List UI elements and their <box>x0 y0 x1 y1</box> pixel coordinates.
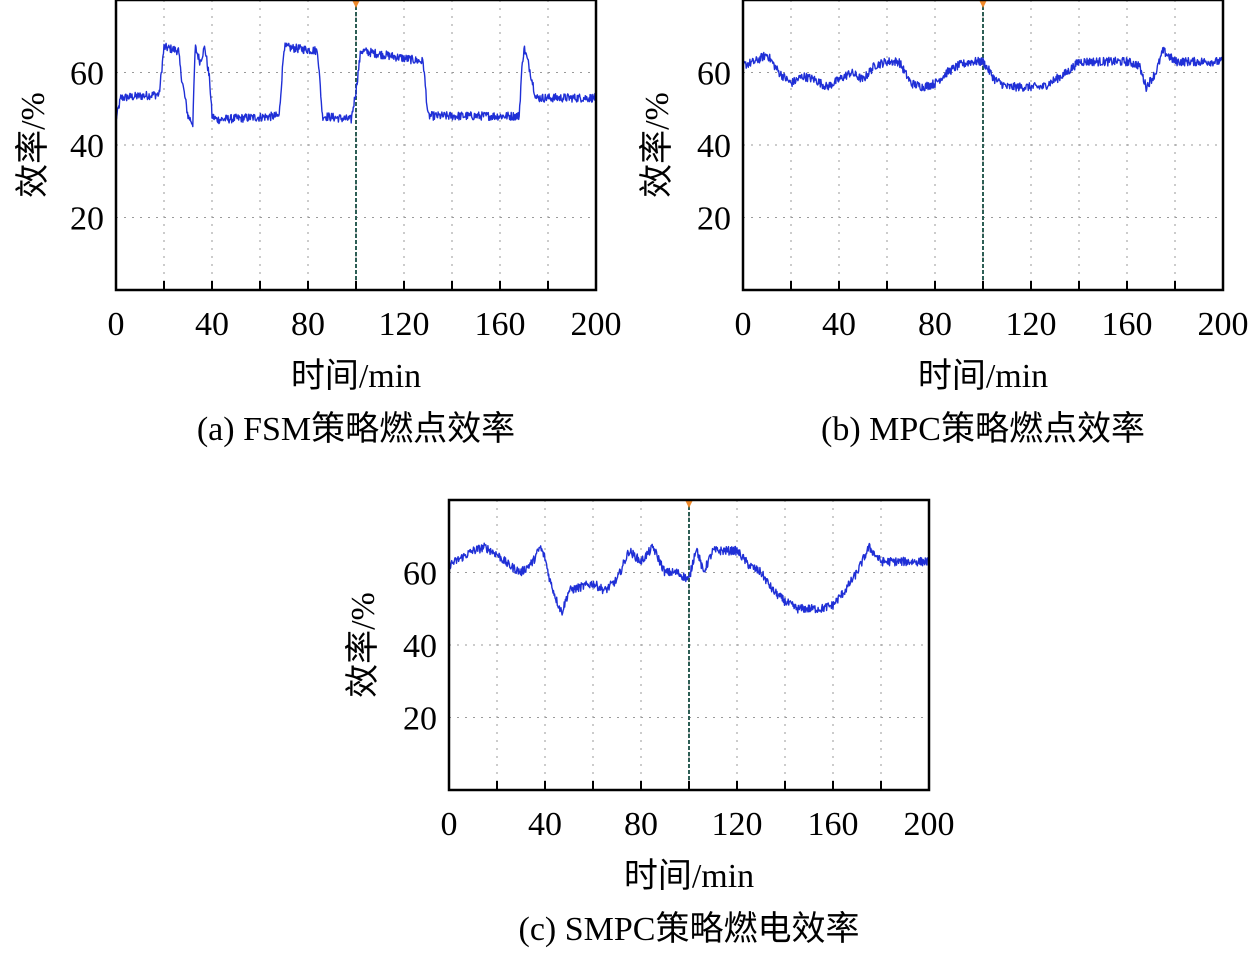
series-line <box>742 46 1224 93</box>
y-axis-title: 效率/% <box>638 92 676 198</box>
x-tick-label: 120 <box>1006 306 1057 343</box>
panel-a: 0 40 80 120 160 200 20 40 60 效率/% 时间/min (a) FSM… <box>14 0 622 448</box>
panel-caption: (c) SMPC策略燃电效率 <box>519 910 860 948</box>
y-tick-label: 60 <box>403 556 437 593</box>
x-tick-label: 40 <box>195 306 229 343</box>
series-line <box>448 542 930 616</box>
y-axis-title: 效率/% <box>14 92 52 198</box>
x-tick-label: 200 <box>904 806 955 843</box>
y-tick-label: 40 <box>403 628 437 665</box>
panel-caption: (b) MPC策略燃点效率 <box>821 410 1145 448</box>
x-tick-label: 40 <box>528 806 562 843</box>
y-tick-label: 20 <box>697 201 731 238</box>
plot-frame <box>114 0 598 292</box>
panel-caption: (a) FSM策略燃点效率 <box>197 410 515 448</box>
x-tick-label: 160 <box>1102 306 1153 343</box>
y-tick-label: 40 <box>70 128 104 165</box>
plot-frame <box>741 0 1225 292</box>
y-tick-label: 60 <box>697 56 731 93</box>
y-tick-label: 20 <box>403 701 437 738</box>
x-tick-label: 160 <box>475 306 526 343</box>
x-tick-label: 200 <box>1198 306 1249 343</box>
series-line <box>115 42 597 128</box>
x-tick-label: 120 <box>379 306 430 343</box>
x-tick-label: 0 <box>108 306 125 343</box>
y-axis-title: 效率/% <box>344 592 382 698</box>
x-tick-label: 0 <box>735 306 752 343</box>
plot-frame <box>447 498 931 792</box>
x-axis-title: 时间/min <box>291 358 421 395</box>
y-tick-label: 60 <box>70 56 104 93</box>
x-tick-label: 80 <box>624 806 658 843</box>
panel-c: 0 40 80 120 160 200 20 40 60 效率/% 时间/min (c) SMP… <box>344 498 955 948</box>
cursor-marker <box>979 0 987 8</box>
x-axis-title: 时间/min <box>918 358 1048 395</box>
x-tick-label: 200 <box>571 306 622 343</box>
cursor-marker <box>352 0 360 8</box>
x-axis-title: 时间/min <box>624 858 754 895</box>
y-tick-label: 20 <box>70 201 104 238</box>
x-tick-label: 80 <box>291 306 325 343</box>
y-tick-label: 40 <box>697 128 731 165</box>
x-tick-label: 80 <box>918 306 952 343</box>
x-tick-label: 0 <box>441 806 458 843</box>
x-tick-label: 120 <box>712 806 763 843</box>
x-tick-label: 40 <box>822 306 856 343</box>
panel-b: 0 40 80 120 160 200 20 40 60 效率/% 时间/min (b) MPC… <box>638 0 1249 448</box>
cursor-marker <box>685 500 693 508</box>
x-tick-label: 160 <box>808 806 859 843</box>
